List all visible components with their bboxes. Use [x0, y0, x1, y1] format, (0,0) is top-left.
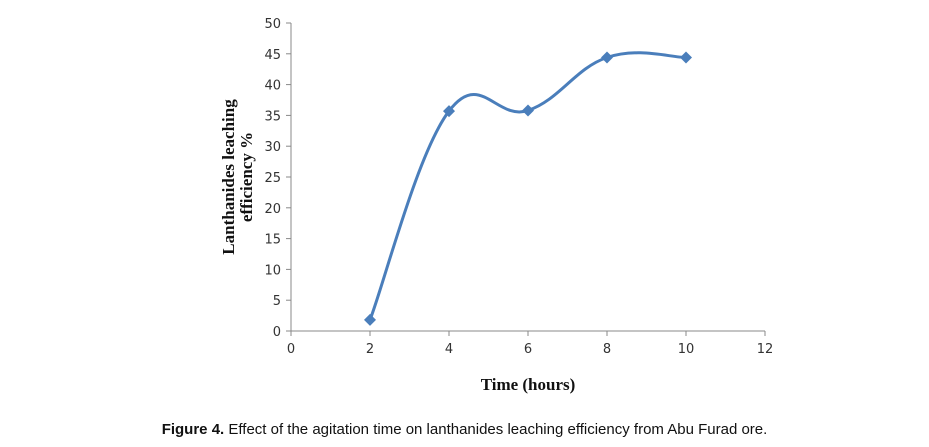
data-point-marker: [680, 51, 692, 64]
y-tick-label: 30: [264, 140, 281, 155]
data-point-marker: [443, 105, 455, 118]
y-axis-label-line2: efficiency %: [237, 132, 256, 222]
y-tick-label: 0: [273, 325, 281, 340]
y-axis-label-line1: Lanthanides leaching: [219, 99, 238, 255]
x-tick-label: 4: [445, 342, 453, 357]
y-tick-label: 5: [273, 294, 281, 309]
x-tick-label: 0: [287, 342, 295, 357]
series-line: [368, 51, 687, 321]
caption-label: Figure 4.: [161, 421, 225, 438]
data-point-marker: [364, 313, 376, 326]
y-tick-label: 40: [264, 79, 281, 94]
x-tick-label: 10: [678, 342, 695, 357]
data-point-marker: [601, 51, 613, 64]
line-chart: 0 2 4 6 8 10 12 0 5 10 15 20 25 30 35 40 45 50 Lanthanide…: [219, 17, 774, 394]
x-tick-label: 2: [366, 342, 374, 357]
caption-text: Effect of the agitation time on lanthani…: [224, 421, 768, 438]
y-tick-label: 50: [264, 17, 281, 32]
figure-caption: Figure 4. Effect of the agitation time o…: [0, 421, 929, 438]
data-point-marker: [522, 104, 534, 117]
x-tick-label: 12: [757, 342, 774, 357]
x-tick-label: 8: [603, 342, 611, 357]
y-tick-label: 15: [264, 233, 281, 248]
y-tick-label: 35: [264, 109, 281, 124]
y-tick-label: 25: [264, 171, 281, 186]
y-tick-label: 45: [264, 48, 281, 63]
y-tick-label: 20: [264, 202, 281, 217]
x-tick-label: 6: [524, 342, 532, 357]
x-axis-label: Time (hours): [481, 375, 576, 394]
y-tick-label: 10: [264, 263, 281, 278]
